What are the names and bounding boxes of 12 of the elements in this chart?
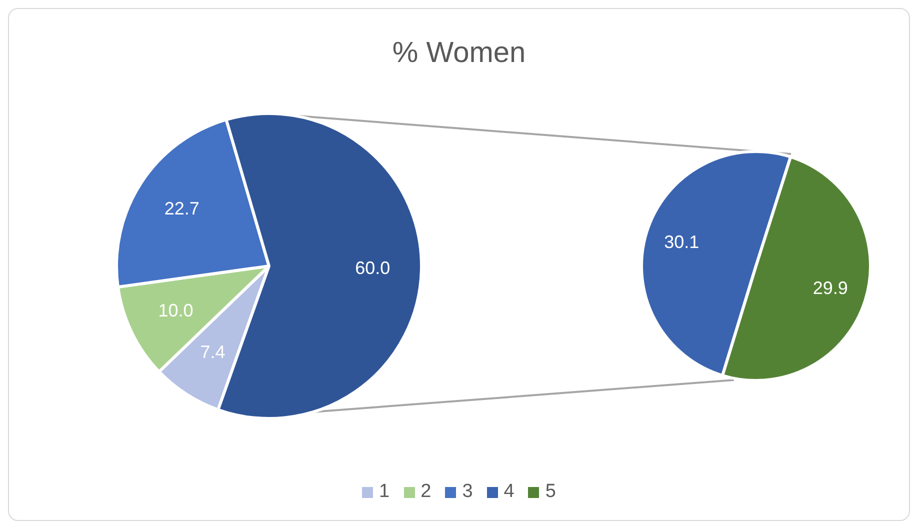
- legend-label: 4: [504, 481, 514, 503]
- data-label: 10.0: [158, 300, 194, 320]
- data-label: 7.4: [200, 342, 226, 362]
- data-label: 29.9: [812, 278, 848, 298]
- data-label: 30.1: [664, 232, 700, 252]
- data-label: 22.7: [164, 198, 200, 219]
- legend-label: 3: [462, 481, 473, 503]
- legend-label: 1: [379, 481, 390, 503]
- chart-title: % Women: [391, 37, 527, 70]
- legend-label: 2: [420, 481, 432, 503]
- legend-label: 5: [545, 481, 556, 503]
- data-label: 60.0: [355, 258, 390, 278]
